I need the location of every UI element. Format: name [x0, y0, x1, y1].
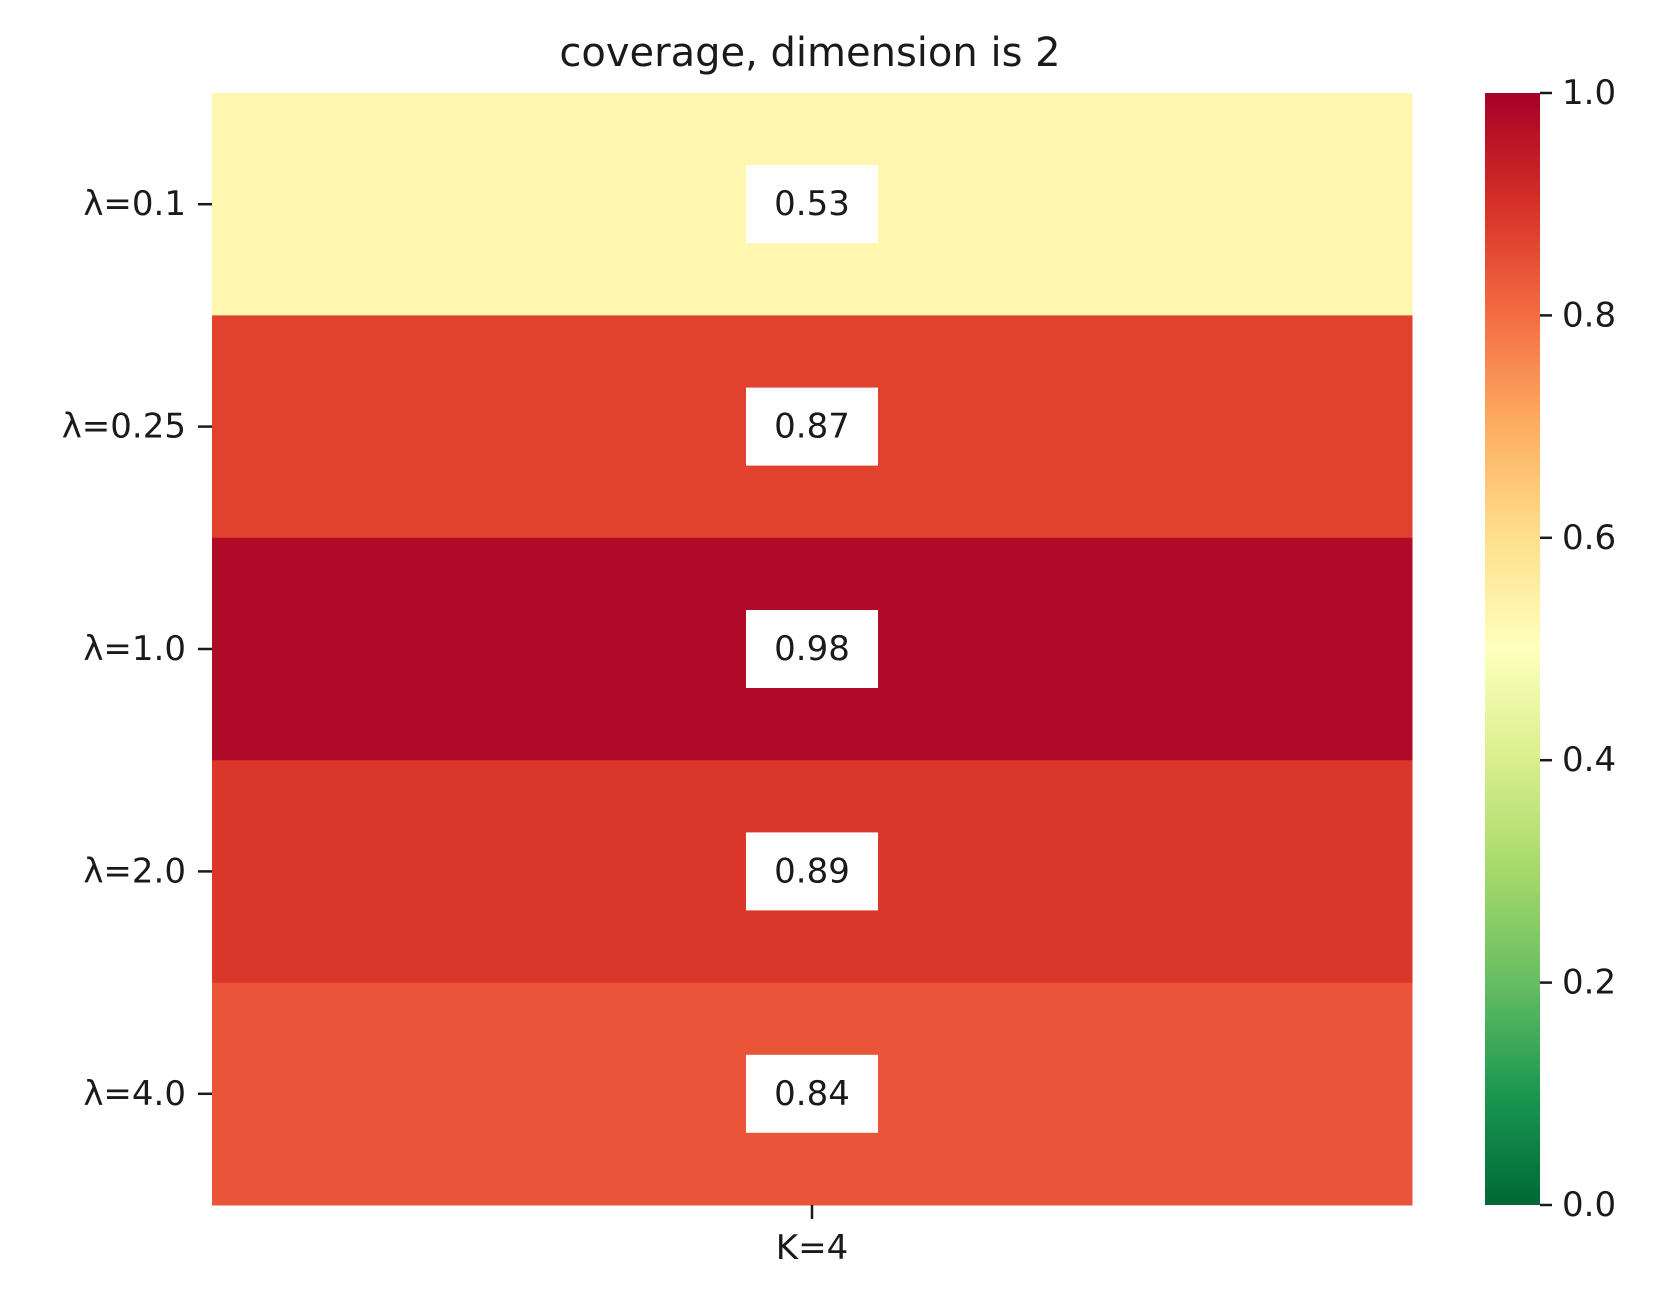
colorbar-tick-label: 0.8	[1562, 295, 1616, 335]
colorbar-gradient	[1485, 93, 1540, 1205]
y-tick-label: λ=1.0	[83, 629, 186, 669]
colorbar-tick-label: 0.0	[1562, 1185, 1616, 1225]
chart-title: coverage, dimension is 2	[559, 30, 1060, 76]
x-axis: K=4	[776, 1205, 848, 1268]
colorbar-tick-label: 0.4	[1562, 740, 1616, 780]
cell-value-label: 0.87	[774, 407, 850, 447]
y-axis: λ=0.1 λ=0.25 λ=1.0 λ=2.0 λ=4.0	[62, 184, 212, 1114]
cell-label-box	[746, 165, 878, 244]
cell-value-label: 0.98	[774, 629, 850, 669]
y-tick-label: λ=4.0	[83, 1074, 186, 1114]
colorbar-tick-label: 0.2	[1562, 963, 1616, 1003]
heatmap-cell: 0.84	[212, 982, 1413, 1206]
cell-label-box	[746, 610, 878, 688]
cell-value-label: 0.53	[774, 184, 850, 224]
y-tick-label: λ=0.25	[62, 407, 186, 447]
heatmap-cell: 0.87	[212, 315, 1413, 539]
cell-value-label: 0.89	[774, 851, 850, 891]
cell-label-box	[746, 832, 878, 911]
heatmap-cells: 0.53 0.87 0.98 0.89 0.84	[212, 93, 1413, 1206]
colorbar: 0.0 0.2 0.4 0.6 0.8 1.0	[1485, 73, 1616, 1225]
heatmap-cell: 0.89	[212, 760, 1413, 984]
cell-label-box	[746, 1054, 878, 1133]
y-tick-label: λ=0.1	[83, 184, 186, 224]
heatmap-cell: 0.53	[212, 93, 1413, 316]
cell-value-label: 0.84	[774, 1074, 850, 1114]
heatmap-cell: 0.98	[212, 537, 1413, 761]
x-tick-label: K=4	[776, 1228, 848, 1268]
y-tick-label: λ=2.0	[83, 851, 186, 891]
cell-label-box	[746, 387, 878, 466]
colorbar-tick-label: 0.6	[1562, 518, 1616, 558]
colorbar-tick-label: 1.0	[1562, 73, 1616, 113]
